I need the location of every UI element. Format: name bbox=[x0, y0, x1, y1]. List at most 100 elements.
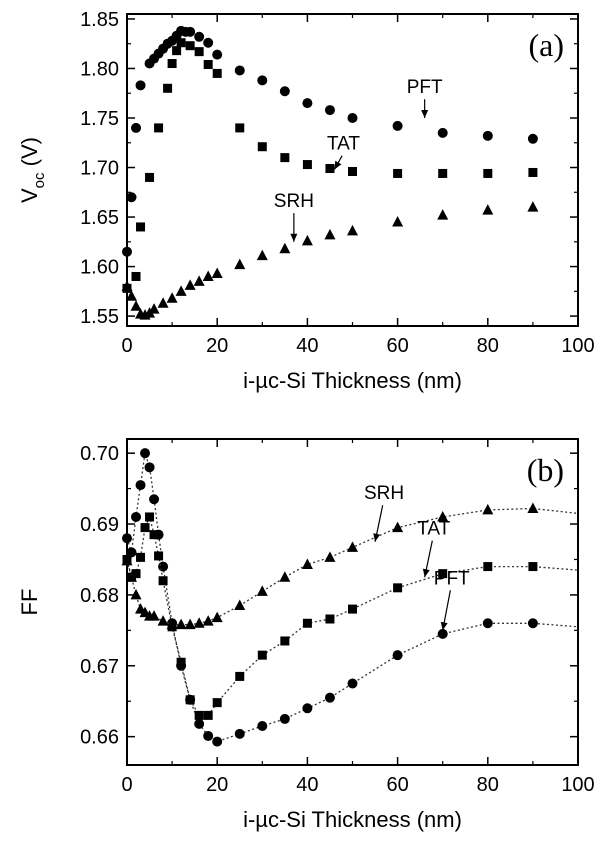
data-point bbox=[279, 86, 290, 97]
data-point bbox=[527, 201, 539, 212]
data-point bbox=[130, 588, 142, 600]
series-pft bbox=[122, 25, 538, 257]
data-point bbox=[301, 234, 313, 246]
data-point bbox=[175, 285, 187, 296]
panel-label: (a) bbox=[528, 27, 564, 63]
data-point bbox=[131, 511, 142, 522]
data-point bbox=[140, 448, 151, 459]
annotation-tat: TAT bbox=[327, 134, 360, 170]
data-point bbox=[185, 695, 195, 705]
data-point bbox=[211, 611, 223, 623]
annotation-arrowhead bbox=[290, 233, 298, 242]
annotation-srh: SRH bbox=[274, 191, 314, 242]
data-point bbox=[203, 60, 213, 70]
data-point bbox=[212, 698, 222, 708]
data-point bbox=[257, 75, 268, 86]
y-tick-label: 1.75 bbox=[80, 108, 119, 130]
data-point bbox=[130, 300, 142, 311]
data-point bbox=[185, 41, 195, 51]
y-tick-label: 0.67 bbox=[80, 656, 119, 678]
data-point bbox=[135, 80, 146, 91]
data-point bbox=[301, 558, 313, 569]
x-tick-label: 20 bbox=[206, 335, 228, 357]
series-tat bbox=[122, 512, 579, 720]
annotation-srh: SRH bbox=[364, 483, 404, 542]
y-tick-label: 1.55 bbox=[80, 306, 119, 328]
data-point bbox=[325, 164, 335, 174]
y-tick-label: 0.70 bbox=[80, 443, 119, 465]
annotation-arrowhead bbox=[422, 568, 430, 578]
data-point bbox=[234, 65, 245, 76]
y-tick-label: 1.65 bbox=[80, 207, 119, 229]
annotation-arrowhead bbox=[334, 160, 342, 170]
data-point bbox=[176, 38, 186, 48]
data-point bbox=[324, 228, 336, 240]
data-point bbox=[122, 533, 132, 544]
data-point bbox=[527, 502, 539, 513]
x-tick-label: 80 bbox=[477, 774, 499, 796]
x-tick-label: 60 bbox=[386, 774, 408, 796]
data-point bbox=[437, 510, 449, 522]
data-point bbox=[184, 279, 196, 290]
data-point bbox=[324, 692, 335, 703]
y-tick-label: 0.66 bbox=[80, 727, 119, 749]
annotation-arrowhead bbox=[421, 110, 429, 118]
data-point bbox=[392, 216, 404, 227]
data-point bbox=[121, 280, 133, 291]
data-point bbox=[121, 554, 133, 566]
data-point bbox=[175, 618, 187, 630]
data-point bbox=[126, 571, 138, 582]
data-point bbox=[194, 31, 205, 42]
data-point bbox=[235, 671, 245, 681]
data-point bbox=[437, 628, 448, 639]
data-point bbox=[212, 49, 223, 60]
data-point bbox=[234, 599, 246, 611]
data-point bbox=[148, 303, 160, 314]
chart-panel-a: 0 20 40 60 80 100 1.55 1.60 1.65 1.70 1.75 1.80 1.85… bbox=[17, 9, 595, 393]
annotation-label: PFT bbox=[407, 77, 443, 98]
data-point bbox=[234, 728, 245, 739]
data-point bbox=[437, 209, 449, 220]
data-point bbox=[528, 562, 538, 572]
chart-panel-b: 0 20 40 60 80 100 0.66 0.67 0.68 0.69 0.70 i-µc-Si … bbox=[17, 438, 595, 832]
data-point bbox=[482, 204, 494, 215]
data-point bbox=[144, 462, 155, 473]
data-point bbox=[393, 168, 403, 178]
x-tick-label: 80 bbox=[477, 335, 499, 357]
data-point bbox=[437, 127, 448, 138]
annotation-tat: TAT bbox=[417, 519, 451, 578]
y-tick-label: 1.80 bbox=[80, 58, 119, 80]
data-point bbox=[176, 657, 186, 667]
data-point bbox=[202, 270, 214, 281]
data-point bbox=[393, 583, 403, 593]
data-point bbox=[149, 494, 160, 505]
data-point bbox=[158, 576, 168, 586]
panel-label: (b) bbox=[527, 452, 564, 488]
x-tick-label: 100 bbox=[561, 335, 594, 357]
annotation-label: SRH bbox=[274, 191, 314, 212]
y-axis-title: Voc (V) bbox=[17, 137, 48, 203]
data-point bbox=[193, 275, 205, 286]
data-point bbox=[279, 242, 291, 254]
data-point bbox=[482, 618, 493, 629]
data-point bbox=[257, 142, 267, 152]
data-point bbox=[392, 650, 403, 661]
x-tick-label: 40 bbox=[296, 774, 318, 796]
data-point bbox=[280, 636, 290, 646]
data-point bbox=[212, 736, 223, 747]
data-point bbox=[527, 618, 538, 629]
data-point bbox=[166, 292, 178, 303]
data-point bbox=[528, 167, 538, 177]
data-point bbox=[126, 547, 137, 558]
data-point bbox=[203, 730, 214, 741]
data-point bbox=[256, 585, 268, 596]
data-point bbox=[145, 512, 155, 522]
data-point bbox=[347, 113, 358, 123]
y-axis-title-main: V bbox=[17, 188, 42, 203]
series-tat bbox=[122, 38, 538, 293]
y-axis-title-subscript: oc bbox=[31, 172, 48, 188]
annotation-label: TAT bbox=[327, 134, 360, 155]
series-srh bbox=[121, 201, 539, 320]
data-point bbox=[157, 615, 169, 626]
